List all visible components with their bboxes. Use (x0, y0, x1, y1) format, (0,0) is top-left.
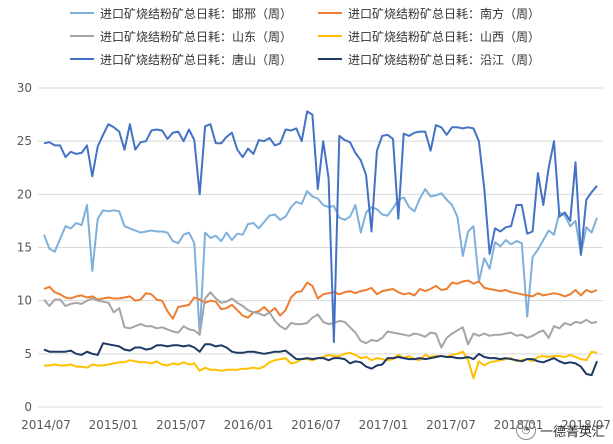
y-tick-label: 20 (17, 187, 32, 201)
legend-swatch (318, 58, 342, 60)
x-tick-label: 2017/07 (426, 418, 476, 432)
legend-swatch (70, 35, 94, 37)
legend-item: 进口矿烧结粉矿总日耗：沿江（周） (318, 50, 540, 68)
legend-label: 进口矿烧结粉矿总日耗：南方（周） (348, 6, 541, 21)
legend: 进口矿烧结粉矿总日耗：邯邢（周） 进口矿烧结粉矿总日耗：南方（周） 进口矿烧结粉矿总… (0, 0, 613, 80)
legend-swatch (70, 58, 94, 60)
wechat-bubble-icon: ◔ (515, 420, 536, 440)
x-tick-label: 2016/07 (291, 418, 341, 432)
series-line-5 (43, 342, 598, 377)
series-line-3 (44, 350, 598, 380)
y-tick-label: 0 (24, 400, 32, 414)
x-axis-tick-labels: 2014/07 2015/01 2015/07 2016/01 2016/07 2017/… (21, 418, 611, 432)
legend-label: 进口矿烧结粉矿总日耗：山东（周） (100, 29, 293, 44)
y-tick-label: 10 (17, 294, 32, 308)
legend-item: 进口矿烧结粉矿总日耗：南方（周） (318, 4, 540, 22)
legend-item: 进口矿烧结粉矿总日耗：山东（周） (70, 27, 292, 45)
x-tick-label: 2018/07 (561, 418, 611, 432)
series-line-4 (43, 110, 598, 344)
x-tick-label: 2017/01 (359, 418, 409, 432)
x-tick-label: 2016/01 (224, 418, 274, 432)
legend-label: 进口矿烧结粉矿总日耗：沿江（周） (348, 52, 541, 67)
y-tick-label: 25 (17, 134, 32, 148)
legend-swatch (318, 35, 342, 37)
legend-swatch (70, 12, 94, 14)
y-tick-label: 5 (24, 347, 32, 361)
legend-item: 进口矿烧结粉矿总日耗：山西（周） (318, 27, 540, 45)
x-tick-label: 2015/01 (89, 418, 139, 432)
watermark-text: 一德菁英汇 (539, 424, 605, 440)
gridlines (38, 87, 603, 408)
legend-label: 进口矿烧结粉矿总日耗：邯邢（周） (100, 6, 293, 21)
watermark: ◔ 一德菁英汇 (515, 420, 605, 440)
y-axis-tick-labels: 0 5 10 15 20 25 30 (17, 81, 32, 414)
series-line-2 (43, 291, 598, 349)
x-tick-label: 2014/07 (21, 418, 71, 432)
y-tick-label: 15 (17, 241, 32, 255)
legend-item: 进口矿烧结粉矿总日耗：邯邢（周） (70, 4, 292, 22)
series-line-1 (43, 279, 598, 320)
y-tick-label: 30 (17, 81, 32, 95)
legend-label: 进口矿烧结粉矿总日耗：山西（周） (348, 29, 541, 44)
series-lines (43, 110, 598, 380)
series-line-0 (43, 188, 598, 336)
legend-swatch (318, 12, 342, 14)
x-tick-label: 2015/07 (156, 418, 206, 432)
legend-label: 进口矿烧结粉矿总日耗：唐山（周） (100, 52, 293, 67)
legend-item: 进口矿烧结粉矿总日耗：唐山（周） (70, 50, 292, 68)
